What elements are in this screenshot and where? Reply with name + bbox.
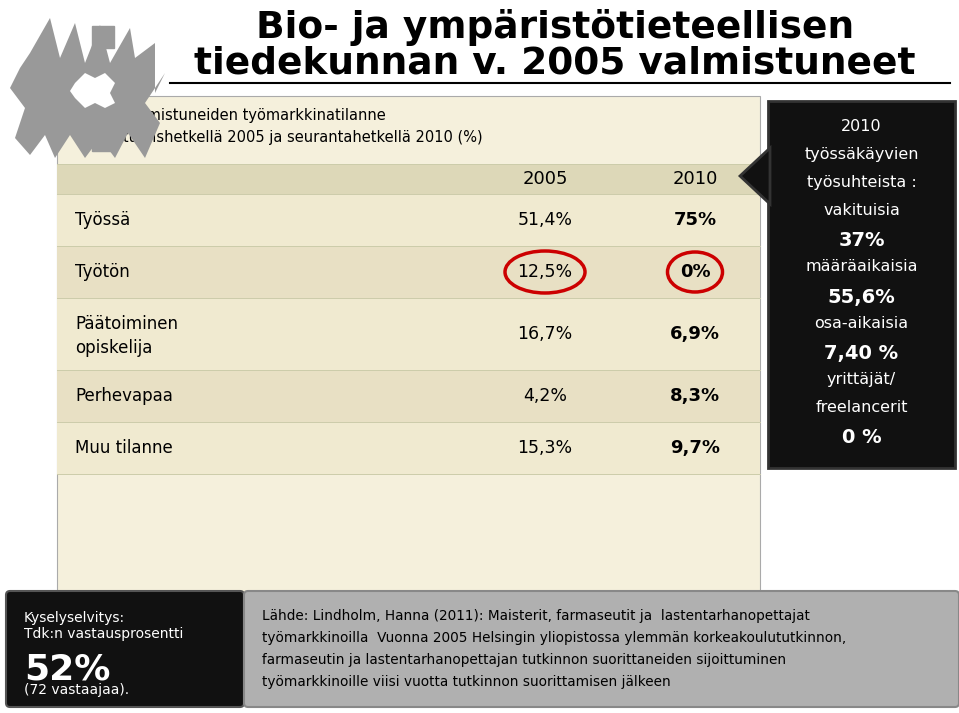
Bar <box>57 194 760 246</box>
Text: Kyselyselvitys:: Kyselyselvitys: <box>24 611 125 625</box>
Text: 2010: 2010 <box>672 170 717 188</box>
Text: farmaseutin ja lastentarhanopettajan tutkinnon suorittaneiden sijoittuminen: farmaseutin ja lastentarhanopettajan tut… <box>262 653 786 667</box>
Text: yrittäjät/: yrittäjät/ <box>827 371 896 386</box>
Text: vakituisia: vakituisia <box>823 203 900 218</box>
Text: valmistumishetkellä 2005 ja seurantahetkellä 2010 (%): valmistumishetkellä 2005 ja seurantahetk… <box>75 130 482 145</box>
Text: työsuhteista :: työsuhteista : <box>807 175 917 190</box>
Bar <box>92 129 114 151</box>
Text: määräaikaisia: määräaikaisia <box>806 260 918 275</box>
Text: työmarkkinoilla  Vuonna 2005 Helsingin yliopistossa ylemmän korkeakoulututkinnon: työmarkkinoilla Vuonna 2005 Helsingin yl… <box>262 631 846 645</box>
Bar <box>57 298 760 370</box>
Text: 75%: 75% <box>673 211 716 229</box>
Polygon shape <box>10 18 165 158</box>
Text: Työssä: Työssä <box>75 211 130 229</box>
Text: 12,5%: 12,5% <box>518 263 573 281</box>
Text: freelancerit: freelancerit <box>815 400 908 415</box>
Text: tiedekunnan v. 2005 valmistuneet: tiedekunnan v. 2005 valmistuneet <box>195 45 916 81</box>
Bar <box>57 96 760 593</box>
Text: 15,3%: 15,3% <box>518 439 573 457</box>
Bar <box>57 246 760 298</box>
Polygon shape <box>740 148 770 204</box>
Text: 6,9%: 6,9% <box>670 325 720 343</box>
Text: 0 %: 0 % <box>842 428 881 447</box>
Text: HY:stä valmistuneiden työmarkkinatilanne: HY:stä valmistuneiden työmarkkinatilanne <box>75 108 386 123</box>
Text: Muu tilanne: Muu tilanne <box>75 439 173 457</box>
Text: 37%: 37% <box>838 231 885 250</box>
Text: 2010: 2010 <box>841 119 882 134</box>
Text: 8,3%: 8,3% <box>670 387 720 405</box>
Text: Työtön: Työtön <box>75 263 129 281</box>
Text: Päätoiminen: Päätoiminen <box>75 315 178 333</box>
Text: 2005: 2005 <box>523 170 568 188</box>
Text: 16,7%: 16,7% <box>517 325 573 343</box>
Text: opiskelija: opiskelija <box>75 339 152 357</box>
Text: osa-aikaisia: osa-aikaisia <box>814 316 908 331</box>
Text: 55,6%: 55,6% <box>828 287 896 307</box>
FancyBboxPatch shape <box>244 591 959 707</box>
Bar <box>92 26 114 48</box>
Bar <box>57 422 760 474</box>
Text: Bio- ja ympäristötieteellisen: Bio- ja ympäristötieteellisen <box>256 9 854 46</box>
FancyBboxPatch shape <box>6 591 244 707</box>
Text: 4,2%: 4,2% <box>523 387 567 405</box>
Text: 52%: 52% <box>24 653 110 687</box>
Text: 51,4%: 51,4% <box>518 211 573 229</box>
Bar <box>768 101 955 468</box>
Text: Tdk:n vastausprosentti: Tdk:n vastausprosentti <box>24 627 183 641</box>
Text: 7,40 %: 7,40 % <box>825 344 899 363</box>
Text: Perhevapaa: Perhevapaa <box>75 387 173 405</box>
Polygon shape <box>70 73 115 108</box>
Bar <box>57 370 760 422</box>
Bar <box>57 164 760 194</box>
Text: 9,7%: 9,7% <box>670 439 720 457</box>
Text: Lähde: Lindholm, Hanna (2011): Maisterit, farmaseutit ja  lastentarhanopettajat: Lähde: Lindholm, Hanna (2011): Maisterit… <box>262 609 809 623</box>
Text: 0%: 0% <box>680 263 711 281</box>
Text: työssäkäyvien: työssäkäyvien <box>805 147 919 162</box>
Text: työmarkkinoille viisi vuotta tutkinnon suorittamisen jälkeen: työmarkkinoille viisi vuotta tutkinnon s… <box>262 675 670 689</box>
Text: (72 vastaajaa).: (72 vastaajaa). <box>24 683 129 697</box>
